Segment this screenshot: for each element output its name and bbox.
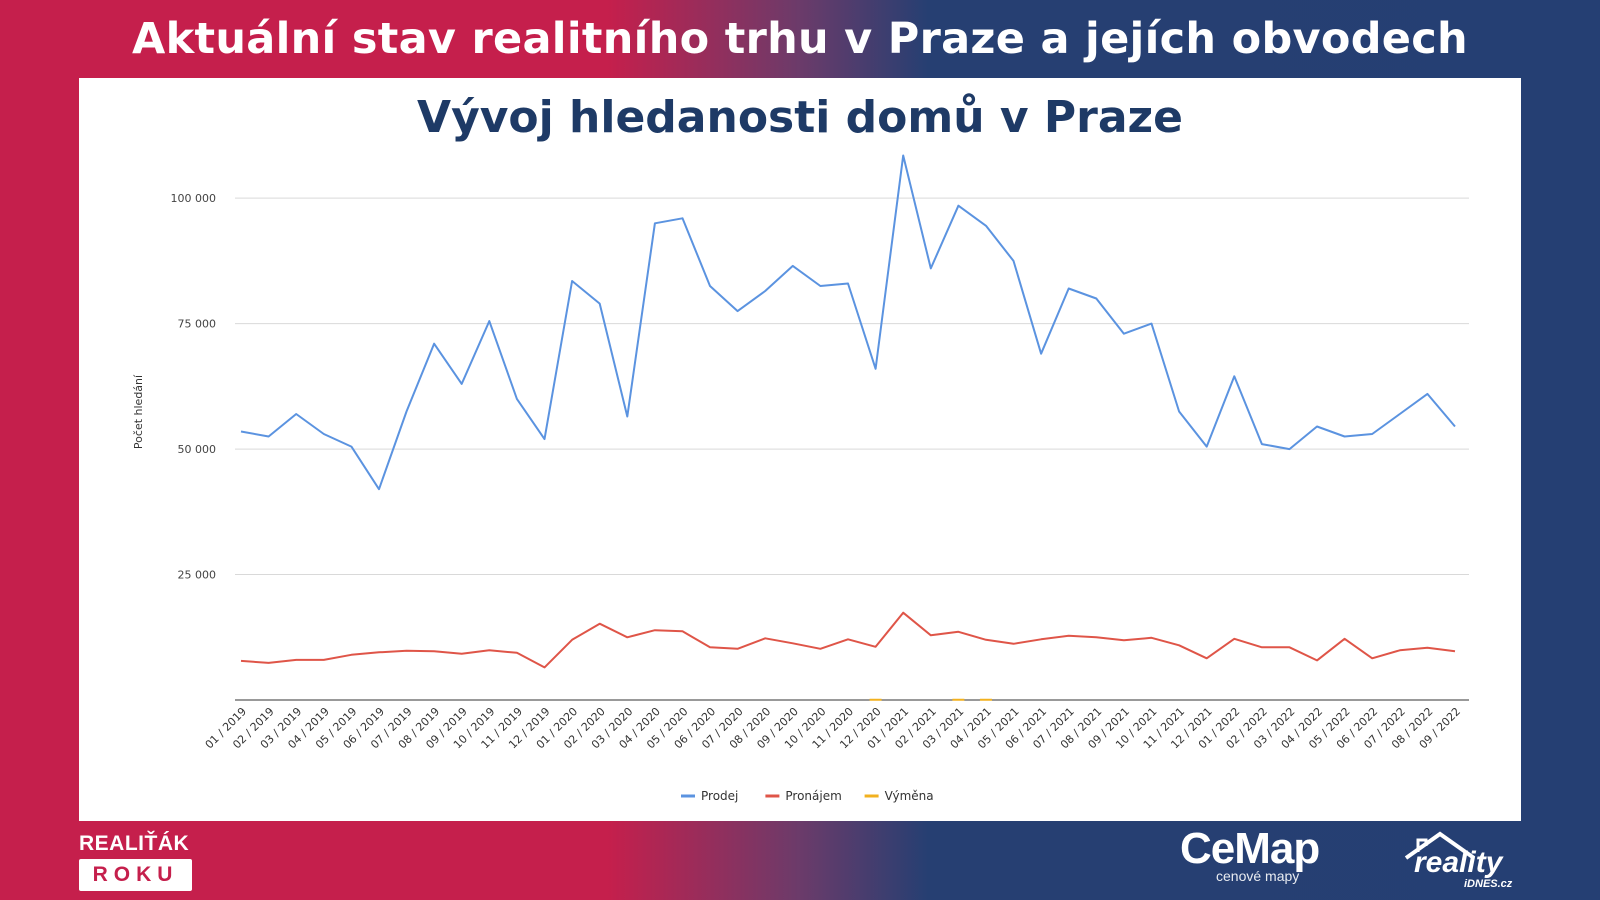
chart-panel: Vývoj hledanosti domů v Praze 25 000 50 0… — [79, 78, 1521, 821]
y-tick-label: 50 000 — [178, 443, 217, 456]
series-line-prodej — [240, 154, 1456, 491]
y-tick-label: 25 000 — [178, 569, 217, 582]
cemap-logo: CeMap cenové mapy — [1180, 824, 1350, 885]
chart-title: Vývoj hledanosti domů v Praze — [417, 92, 1183, 143]
legend-label: Pronájem — [785, 789, 841, 803]
realitak-roku-logo: REALIŤÁK ROKU — [79, 832, 195, 891]
roku-logo-box: ROKU — [79, 859, 192, 891]
cemap-logo-subtitle: cenové mapy — [1216, 868, 1300, 884]
y-tick-label: 75 000 — [178, 318, 217, 331]
legend-label: Výměna — [885, 789, 934, 803]
idnes-logo-text: iDNES.cz — [1464, 878, 1513, 890]
reality-idnes-logo: reality iDNES.cz — [1398, 828, 1528, 892]
y-axis-title: Počet hledání — [132, 374, 145, 449]
reality-logo-text: reality — [1414, 846, 1503, 879]
series-line-pronajem — [240, 611, 1456, 669]
legend-label: Prodej — [701, 789, 738, 803]
banner-title: Aktuální stav realitního trhu v Praze a … — [132, 14, 1468, 64]
y-tick-label: 100 000 — [171, 192, 217, 205]
cemap-logo-text: CeMap — [1180, 824, 1320, 873]
realitak-logo-text: REALIŤÁK — [79, 832, 190, 855]
house-roof-icon — [1404, 831, 1476, 860]
